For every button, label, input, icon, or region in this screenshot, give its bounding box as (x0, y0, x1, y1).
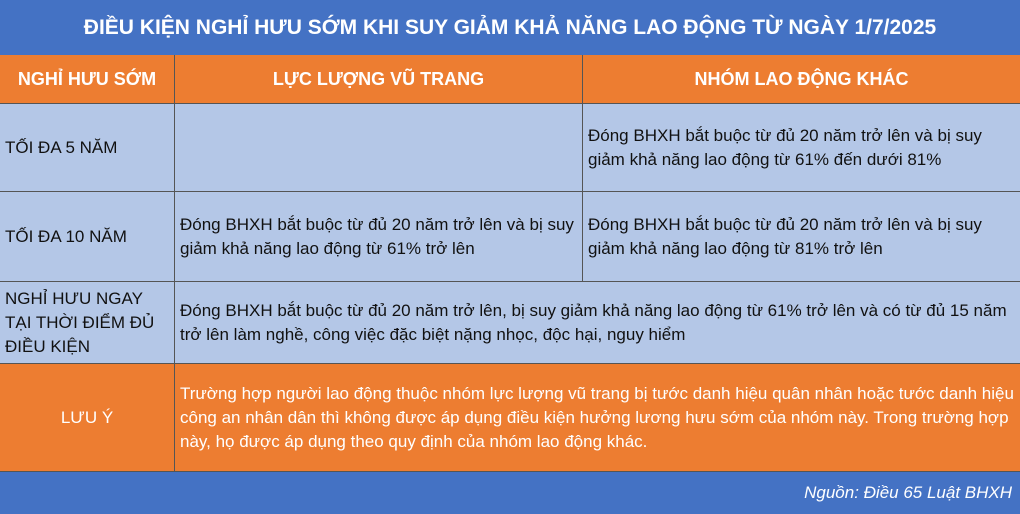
row-label: TỐI ĐA 5 NĂM (0, 104, 175, 192)
row-label: TỐI ĐA 10 NĂM (0, 192, 175, 282)
note-text: Trường hợp người lao động thuộc nhóm lực… (175, 364, 1020, 472)
header-other-workers: NHÓM LAO ĐỘNG KHÁC (583, 55, 1020, 104)
note-label: LƯU Ý (0, 364, 175, 472)
row-merged-cell: Đóng BHXH bắt buộc từ đủ 20 năm trở lên,… (175, 282, 1020, 364)
row-other-cell: Đóng BHXH bắt buộc từ đủ 20 năm trở lên … (583, 192, 1020, 282)
row-other-cell: Đóng BHXH bắt buộc từ đủ 20 năm trở lên … (583, 104, 1020, 192)
page-title: ĐIỀU KIỆN NGHỈ HƯU SỚM KHI SUY GIẢM KHẢ … (0, 0, 1020, 56)
source-citation: Nguồn: Điều 65 Luật BHXH (0, 472, 1020, 514)
header-early-retirement: NGHỈ HƯU SỚM (0, 55, 175, 104)
row-armed-cell: Đóng BHXH bắt buộc từ đủ 20 năm trở lên … (175, 192, 583, 282)
header-armed-forces: LỰC LƯỢNG VŨ TRANG (175, 55, 583, 104)
row-label: NGHỈ HƯU NGAY TẠI THỜI ĐIỂM ĐỦ ĐIỀU KIỆN (0, 282, 175, 364)
row-armed-cell (175, 104, 583, 192)
